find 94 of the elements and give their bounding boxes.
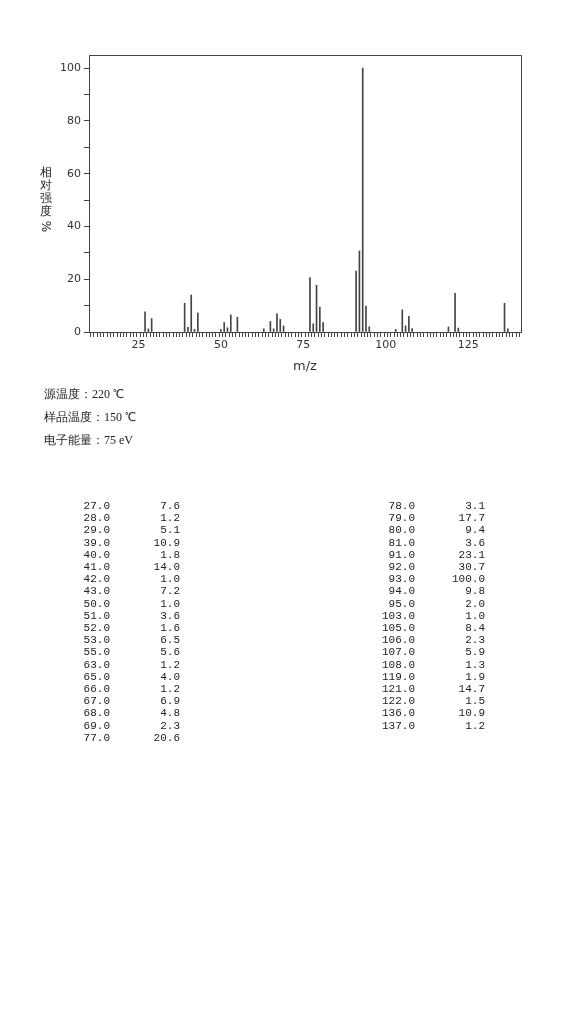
text: 81.0 (387, 536, 415, 549)
text: 3.1 (464, 500, 485, 513)
text: 2.3 (464, 634, 485, 647)
text: 80.0 (387, 524, 415, 537)
text: 6.5 (159, 634, 180, 647)
text: 1.6 (159, 622, 180, 635)
text: 30.7 (457, 561, 485, 574)
text: 6.9 (159, 695, 180, 708)
y-tick-label: 40 (67, 219, 81, 233)
text: 136.0 (381, 707, 415, 720)
text: 3.6 (464, 536, 485, 549)
text: 9.4 (464, 524, 485, 537)
text: 5.9 (464, 646, 485, 659)
text: 1.5 (464, 695, 485, 708)
text: 93.0 (387, 573, 415, 586)
text: 2.0 (464, 597, 485, 610)
y-tick-label: 20 (67, 272, 81, 286)
text: 40.0 (82, 548, 110, 562)
text: 41.0 (82, 561, 110, 574)
text: 1.2 (159, 512, 180, 525)
text: 电子能量：75 eV (44, 432, 134, 449)
text: 94.0 (387, 585, 415, 598)
text: 92.0 (387, 561, 415, 574)
x-axis-title: m/z (293, 357, 318, 373)
text: 122.0 (381, 695, 415, 708)
text: 103.0 (381, 609, 415, 623)
text: 50.0 (82, 597, 110, 610)
text: 1.2 (159, 683, 180, 696)
text: 1.2 (464, 719, 485, 732)
text: 源温度：220 ℃ (44, 386, 125, 403)
x-tick-label: 125 (457, 338, 479, 352)
text: 23.1 (457, 548, 485, 562)
text: 7.6 (159, 500, 180, 513)
text: 66.0 (82, 683, 110, 696)
text: 4.0 (159, 670, 180, 684)
y-tick-label: 60 (67, 166, 81, 180)
text: 51.0 (82, 609, 110, 623)
text: 1.8 (159, 548, 180, 562)
text: 29.0 (82, 524, 110, 537)
text: 17.7 (457, 512, 485, 525)
text: 107.0 (381, 646, 415, 659)
text: 79.0 (387, 512, 415, 525)
text: 1.0 (464, 609, 485, 623)
text: 137.0 (381, 719, 415, 732)
text: 77.0 (82, 731, 110, 745)
text: 95.0 (387, 597, 415, 610)
text: 4.8 (159, 707, 180, 720)
x-tick-label: 50 (213, 338, 228, 352)
text: 9.8 (464, 585, 485, 598)
y-axis-title: 相对强度 % (39, 165, 54, 233)
text: 53.0 (82, 634, 110, 647)
text: 119.0 (381, 670, 415, 684)
text: 108.0 (381, 658, 415, 671)
text: 42.0 (82, 573, 110, 586)
text: 20.6 (152, 731, 180, 745)
y-tick-label: 100 (60, 61, 81, 75)
text: 1.9 (464, 670, 485, 684)
text: 121.0 (381, 683, 415, 696)
text: 65.0 (82, 670, 110, 684)
text: 14.7 (457, 683, 485, 696)
text: 14.0 (152, 561, 180, 574)
text: 1.0 (159, 573, 180, 586)
text: 106.0 (381, 634, 415, 647)
text: 105.0 (381, 622, 415, 635)
text: 78.0 (387, 500, 415, 513)
text: 67.0 (82, 695, 110, 708)
text: 10.9 (152, 536, 180, 549)
text: 69.0 (82, 719, 110, 732)
text: 8.4 (464, 622, 485, 635)
text: 43.0 (82, 585, 110, 598)
text: 样品温度：150 ℃ (44, 409, 136, 426)
text: 91.0 (387, 548, 415, 562)
text: 2.3 (159, 719, 180, 732)
text: 1.2 (159, 658, 180, 671)
text: 1.0 (159, 597, 180, 610)
text: 7.2 (159, 585, 180, 598)
text: 52.0 (82, 622, 110, 635)
x-tick-label: 25 (131, 338, 146, 352)
text: 28.0 (82, 512, 110, 525)
text: 63.0 (82, 658, 110, 671)
text: 5.1 (159, 524, 180, 537)
text: 55.0 (82, 646, 110, 659)
text: 39.0 (82, 536, 110, 549)
text: 3.6 (159, 609, 180, 623)
text: 5.6 (159, 646, 180, 659)
y-tick-label: 0 (74, 324, 81, 338)
text: 1.3 (464, 658, 485, 671)
x-tick-label: 100 (375, 338, 397, 352)
text: 100.0 (451, 573, 485, 586)
x-tick-label: 75 (296, 338, 311, 352)
text: 68.0 (82, 707, 110, 720)
text: 10.9 (457, 707, 485, 720)
text: 27.0 (82, 500, 110, 513)
y-tick-label: 80 (67, 113, 81, 127)
